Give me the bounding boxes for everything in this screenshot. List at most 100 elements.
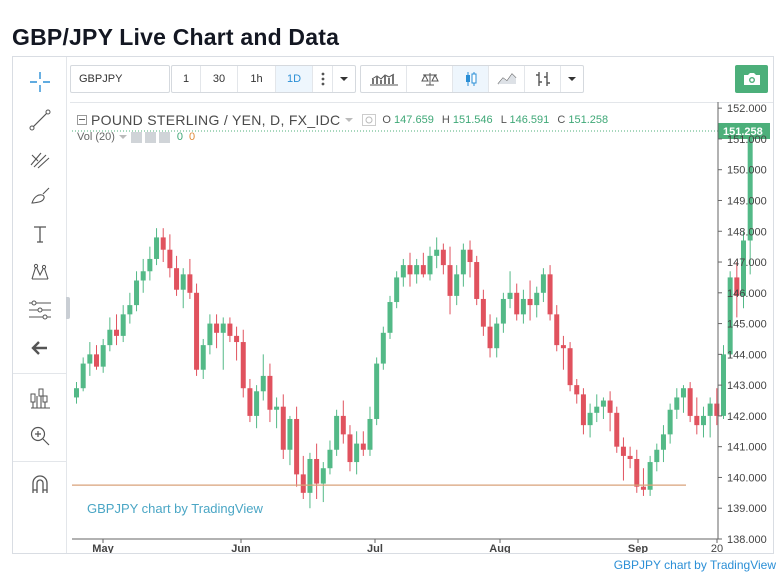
chevron-down-icon[interactable] bbox=[118, 132, 128, 142]
candle-body bbox=[347, 434, 353, 463]
candle-body bbox=[720, 354, 726, 416]
ohlc-values: O 147.659 H 151.546 L 146.591 C 151.258 bbox=[382, 114, 613, 126]
measure-icon[interactable] bbox=[27, 385, 53, 411]
candle bbox=[154, 228, 160, 266]
candles-icon[interactable] bbox=[453, 66, 489, 92]
candle bbox=[414, 258, 420, 284]
zoom-icon[interactable] bbox=[27, 423, 53, 449]
candle bbox=[74, 382, 79, 404]
compare-scale-icon[interactable] bbox=[407, 66, 453, 92]
candle-body bbox=[394, 277, 400, 303]
fib-retracement-icon[interactable] bbox=[27, 297, 53, 323]
close-icon[interactable] bbox=[158, 131, 170, 143]
candle-body bbox=[467, 249, 473, 263]
symbol-search[interactable]: GBPJPY bbox=[70, 65, 170, 93]
camera-icon[interactable] bbox=[735, 65, 768, 93]
price-tick-label: 144.000 bbox=[727, 349, 767, 361]
candle-body bbox=[187, 274, 193, 293]
candle bbox=[680, 385, 686, 413]
candle bbox=[574, 378, 580, 404]
trendline-icon[interactable] bbox=[27, 107, 53, 133]
candle bbox=[540, 268, 546, 303]
candles bbox=[74, 123, 753, 509]
price-tick-label: 146.000 bbox=[727, 288, 767, 300]
toolbar-collapse-handle[interactable] bbox=[66, 297, 70, 319]
collapse-legend-icon[interactable] bbox=[77, 115, 87, 125]
candle-body bbox=[674, 397, 680, 410]
candle bbox=[500, 292, 506, 333]
price-tick-label: 140.000 bbox=[727, 472, 767, 484]
candle-body bbox=[434, 249, 440, 256]
text-icon[interactable] bbox=[27, 221, 53, 247]
open-value: 147.659 bbox=[394, 114, 434, 126]
chevron-down-icon[interactable] bbox=[344, 115, 354, 125]
candle-body bbox=[440, 249, 446, 266]
candlestick-chart[interactable]: 151.258 138.000 139.000 140.000 141.000 142.… bbox=[72, 102, 773, 555]
interval-1d[interactable]: 1D bbox=[276, 66, 313, 92]
candle-body bbox=[294, 418, 300, 475]
chart-plot[interactable]: 151.258 138.000 139.000 140.000 141.000 142.… bbox=[72, 102, 773, 555]
volume-legend: Vol (20) 0 0 bbox=[77, 131, 195, 143]
candle bbox=[714, 388, 720, 426]
tradingview-link[interactable]: GBPJPY chart by TradingView bbox=[613, 558, 776, 572]
chevron-down-icon[interactable] bbox=[333, 66, 355, 92]
candle bbox=[220, 317, 226, 370]
candle bbox=[700, 406, 706, 438]
interval-1[interactable]: 1 bbox=[172, 66, 201, 92]
candle bbox=[427, 246, 433, 281]
candle bbox=[174, 255, 180, 296]
interval-1h[interactable]: 1h bbox=[238, 66, 276, 92]
candle-body bbox=[200, 345, 206, 370]
candle-body bbox=[207, 323, 213, 346]
candle bbox=[634, 449, 640, 493]
symbol-input[interactable]: GBPJPY bbox=[79, 73, 123, 85]
candle-body bbox=[360, 443, 366, 450]
bars-style-icon[interactable] bbox=[525, 66, 561, 92]
candle bbox=[467, 240, 473, 278]
interval-30[interactable]: 30 bbox=[201, 66, 238, 92]
pitchfork-icon[interactable] bbox=[27, 145, 53, 171]
area-chart-icon[interactable] bbox=[489, 66, 525, 92]
candle-body bbox=[154, 237, 160, 259]
more-vertical-icon[interactable] bbox=[313, 66, 333, 92]
chevron-down-icon[interactable] bbox=[561, 66, 583, 92]
candle bbox=[194, 283, 200, 376]
time-tick-label: 20 bbox=[711, 543, 723, 553]
candle-body bbox=[214, 323, 220, 333]
candle-body bbox=[134, 280, 140, 306]
candle bbox=[114, 314, 120, 346]
bar-chart-icon[interactable] bbox=[361, 66, 407, 92]
volume-title: Vol (20) bbox=[77, 131, 115, 143]
candle bbox=[447, 246, 453, 315]
candle-body bbox=[667, 409, 673, 435]
candle bbox=[234, 326, 240, 361]
candle-body bbox=[240, 342, 246, 389]
candle-body bbox=[94, 354, 100, 367]
candle bbox=[300, 455, 306, 499]
high-value: 151.546 bbox=[452, 114, 493, 126]
candle bbox=[180, 268, 186, 309]
pattern-icon[interactable] bbox=[27, 259, 53, 285]
candle bbox=[600, 397, 606, 419]
candle bbox=[460, 243, 466, 287]
back-arrow-icon[interactable] bbox=[27, 335, 53, 361]
crosshair-icon[interactable] bbox=[27, 69, 53, 95]
candle-body bbox=[747, 129, 753, 241]
magnet-icon[interactable] bbox=[27, 471, 53, 497]
candle bbox=[647, 455, 653, 496]
eye-icon[interactable] bbox=[130, 131, 142, 143]
candle bbox=[320, 462, 326, 503]
candle bbox=[367, 406, 373, 456]
candle-body bbox=[180, 274, 186, 290]
candle bbox=[440, 243, 446, 275]
candle-body bbox=[220, 323, 226, 333]
candle-body bbox=[387, 302, 393, 333]
candle-body bbox=[727, 277, 733, 355]
candle bbox=[494, 317, 500, 358]
candle bbox=[314, 443, 320, 499]
settings-icon[interactable] bbox=[144, 131, 156, 143]
candle bbox=[94, 345, 100, 370]
eye-icon[interactable] bbox=[362, 114, 377, 126]
brush-icon[interactable] bbox=[27, 183, 53, 209]
candle-body bbox=[507, 292, 513, 299]
